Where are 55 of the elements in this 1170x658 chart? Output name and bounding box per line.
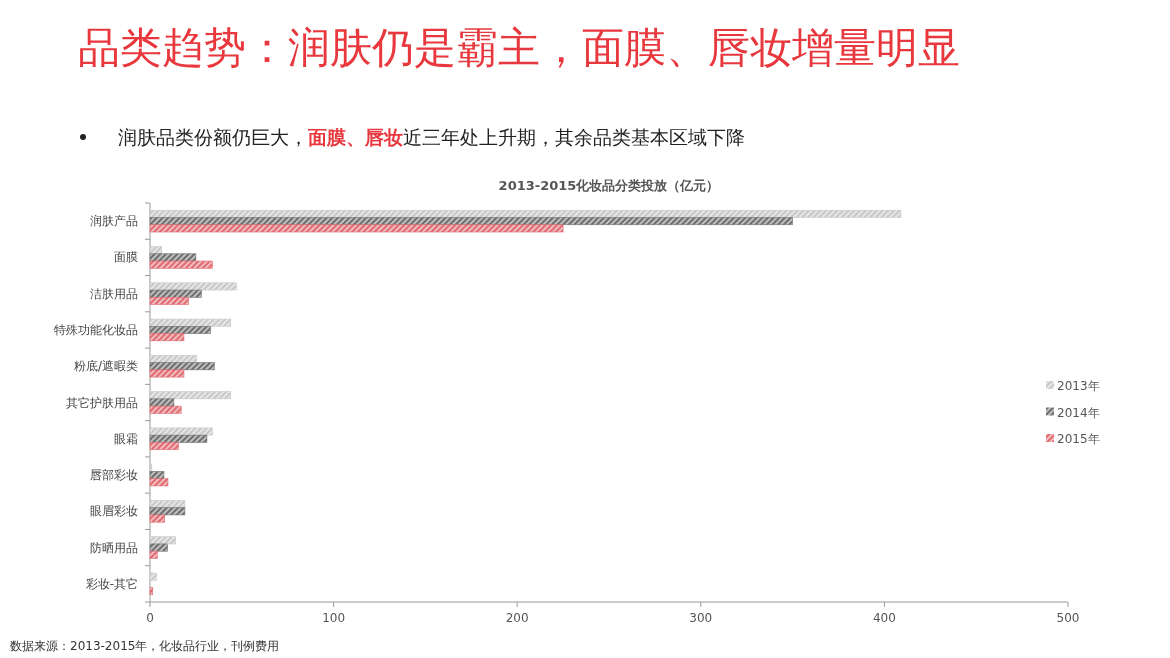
y-tick-label: 面膜	[114, 250, 138, 265]
bar	[149, 405, 182, 414]
bar	[149, 478, 169, 487]
x-tick-label: 500	[1056, 611, 1080, 625]
bar	[149, 355, 198, 363]
bar	[149, 543, 168, 552]
bar	[149, 391, 232, 400]
bar	[149, 572, 157, 581]
legend-label: 2014年	[1057, 405, 1100, 420]
legend-label: 2013年	[1057, 379, 1100, 393]
bar	[149, 318, 232, 327]
bar	[149, 246, 163, 255]
x-tick-label: 200	[505, 611, 529, 625]
bar	[149, 362, 215, 371]
bar	[149, 536, 176, 545]
y-tick-label: 眼眉彩妆	[90, 504, 138, 519]
bar	[149, 507, 186, 516]
x-tick-label: 300	[689, 611, 713, 625]
y-tick-label: 防晒用品	[90, 540, 138, 555]
x-tick-label: 0	[146, 611, 154, 625]
bar	[149, 289, 202, 298]
bar	[149, 442, 179, 450]
bar	[149, 326, 211, 334]
bar	[149, 550, 158, 559]
bar	[149, 434, 208, 443]
y-tick-label: 粉底/遮暇类	[73, 359, 138, 374]
text: 润肤品类份额仍巨大，面膜、唇妆近三年处上升期，其余品类基本区域下降	[118, 126, 745, 148]
bar	[149, 297, 189, 305]
legend-label: 2015年	[1057, 432, 1100, 446]
bar	[149, 500, 186, 508]
bar	[149, 209, 902, 218]
bar	[149, 260, 213, 269]
x-tick-label: 400	[872, 611, 896, 625]
bar	[149, 282, 237, 291]
bar	[149, 587, 154, 596]
bar	[149, 253, 197, 262]
y-tick-label: 特殊功能化妆品	[54, 322, 138, 337]
bar	[149, 369, 185, 378]
bar	[149, 224, 564, 233]
bar	[149, 427, 213, 436]
chart-title: 2013-2015化妆品分类投放（亿元）	[498, 178, 720, 193]
x-tick-label: 100	[322, 611, 346, 625]
bar	[149, 514, 165, 523]
bar	[149, 471, 165, 479]
y-tick-label: 彩妆-其它	[85, 576, 138, 591]
text: 品类趋势：润肤仍是霸主，面膜、唇妆增量明显	[78, 23, 960, 72]
bar	[149, 333, 185, 342]
source-note: 数据来源：2013-2015年，化妆品行业，刊例费用	[10, 639, 280, 653]
y-tick-label: 唇部彩妆	[90, 468, 138, 483]
y-tick-label: 其它护肤用品	[66, 395, 138, 410]
bar	[149, 398, 175, 407]
y-tick-label: 眼霜	[114, 431, 138, 446]
y-tick-label: 洁肤用品	[90, 286, 138, 301]
y-tick-label: 润肤产品	[90, 214, 138, 229]
bar	[149, 217, 793, 226]
